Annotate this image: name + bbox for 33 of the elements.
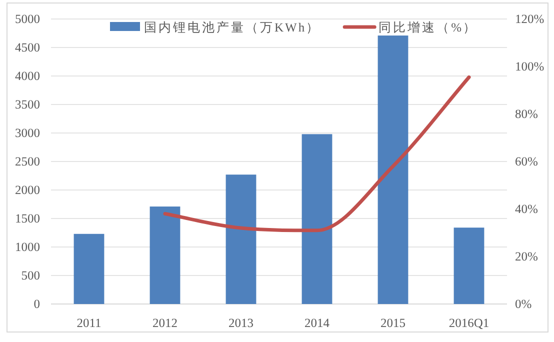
y2-tick-label: 120% [515, 12, 544, 26]
y-tick-label: 3500 [15, 98, 40, 112]
x-tick-label: 2014 [304, 316, 330, 330]
bar [302, 134, 332, 304]
bar [226, 174, 256, 304]
y2-tick-label: 0% [515, 297, 532, 311]
y2-tick-label: 60% [515, 154, 538, 168]
y2-tick-label: 40% [515, 202, 538, 216]
y-tick-label: 1500 [15, 212, 40, 226]
bar [378, 36, 408, 304]
x-tick-label: 2013 [228, 316, 254, 330]
y-tick-label: 4000 [15, 69, 40, 83]
bar [150, 206, 180, 304]
x-tick-label: 2015 [380, 316, 406, 330]
y-tick-label: 0 [34, 297, 40, 311]
line-series [163, 75, 471, 232]
y-tick-label: 1000 [15, 240, 40, 254]
y2-tick-label: 20% [515, 250, 538, 264]
legend-label: 国内锂电池产量（万KWh） [144, 20, 321, 34]
y-tick-label: 2500 [15, 154, 40, 168]
y2-tick-label: 80% [515, 107, 538, 121]
y-tick-label: 5000 [15, 12, 40, 26]
x-tick-label: 2012 [152, 316, 178, 330]
y-tick-label: 4500 [15, 40, 40, 54]
x-tick-label: 2011 [76, 316, 102, 330]
y2-tick-label: 100% [515, 60, 544, 74]
legend-label: 同比增速（%） [378, 20, 478, 34]
y-tick-label: 500 [21, 268, 40, 282]
bar [74, 234, 104, 304]
y-tick-label: 2000 [15, 183, 40, 197]
x-tick-label: 2016Q1 [448, 316, 490, 330]
bar [454, 228, 484, 304]
y-tick-label: 3000 [15, 126, 40, 140]
